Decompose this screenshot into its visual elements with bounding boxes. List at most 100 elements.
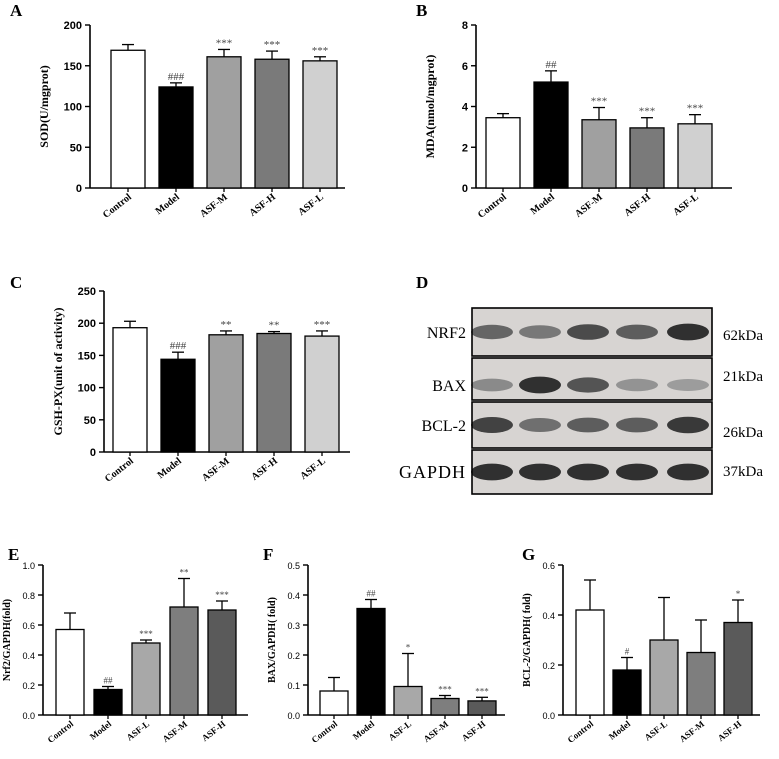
significance-label: ***	[139, 629, 153, 639]
bar-asf-l	[304, 335, 340, 453]
y-tick-label: 6	[462, 61, 468, 73]
panel-letter: G	[522, 545, 535, 564]
protein-label: GAPDH	[399, 462, 466, 482]
bar-asf-h	[254, 58, 290, 189]
y-axis-label: GSH-PX(unit of activity)	[51, 308, 65, 436]
y-tick-label: 0.0	[542, 711, 555, 721]
bar-asf-h	[629, 127, 665, 189]
y-tick-label: 0.4	[542, 611, 555, 621]
panel-letter: A	[10, 1, 23, 20]
x-tick-label: Control	[476, 192, 509, 221]
y-tick-label: 200	[78, 318, 96, 330]
significance-label: ##	[104, 676, 114, 686]
y-tick-label: 0.6	[542, 561, 555, 571]
y-axis-label: BAX/GAPDH( fold)	[267, 597, 278, 683]
x-tick-label: ASF-H	[249, 456, 280, 483]
y-tick-label: 0.0	[22, 711, 35, 721]
x-tick-label: Control	[310, 718, 340, 745]
x-tick-label: ASF-H	[622, 192, 653, 219]
y-tick-label: 4	[462, 102, 469, 114]
significance-label: ***	[639, 106, 656, 118]
significance-label: ###	[168, 71, 185, 83]
x-tick-label: ASF-H	[200, 719, 227, 744]
y-tick-label: 0.6	[22, 621, 35, 631]
chart-panel-e: E 0.0 0.2 0.4 0.6 0.8 1.0 Nrf2/GAPDH(fold) Contr…	[2, 545, 248, 745]
significance-label: ***	[314, 319, 331, 331]
panel-letter: C	[10, 273, 22, 292]
panel-letter: B	[416, 1, 427, 20]
x-tick-label: Model	[529, 192, 557, 218]
x-tick-label: ASF-H	[460, 719, 487, 744]
blot-row-nrf2: NRF2 62kDa	[427, 307, 763, 357]
y-tick-label: 150	[64, 61, 82, 73]
bar-asf-l	[131, 642, 161, 716]
bar-asf-h	[467, 700, 497, 716]
bar-asf-m	[208, 334, 244, 453]
bar-control	[319, 690, 349, 716]
significance-label: **	[269, 320, 280, 332]
blot-band	[471, 417, 513, 433]
significance-label: ##	[546, 59, 558, 71]
x-tick-label: Control	[566, 718, 596, 745]
blot-band	[567, 324, 609, 340]
bar-model	[158, 86, 194, 189]
x-tick-label: ASF-M	[422, 718, 451, 744]
protein-label: NRF2	[427, 325, 466, 342]
panel-letter: D	[416, 273, 428, 292]
y-tick-label: 0.4	[287, 591, 300, 601]
y-tick-label: 50	[70, 142, 82, 154]
bar-asf-m	[430, 697, 460, 716]
western-blot-panel: D NRF2 62kDa BAX 21kDa BCL-2 26kDa GAPDH 37kDa	[399, 273, 763, 495]
blot-frame	[471, 401, 713, 449]
y-tick-label: 100	[78, 383, 96, 395]
bar-control	[485, 117, 521, 189]
significance-label: ***	[312, 45, 329, 57]
blot-band	[567, 417, 609, 433]
x-tick-label: ASF-M	[161, 718, 190, 744]
kda-label: 21kDa	[723, 369, 763, 385]
chart-panel-b: B 0 2 4 6 8 MDA(nmol/mgprot) Control ## Model *** A…	[416, 1, 732, 221]
kda-label: 62kDa	[723, 328, 763, 344]
chart-panel-g: G 0.0 0.2 0.4 0.6 BCL-2/GAPDH( fold) Control # M…	[522, 545, 760, 745]
x-tick-label: ASF-M	[678, 718, 707, 744]
y-tick-label: 2	[462, 142, 468, 154]
blot-row-gapdh: GAPDH 37kDa	[399, 449, 763, 495]
bar-asf-l	[302, 60, 338, 189]
x-tick-label: Model	[351, 718, 377, 741]
bar-model	[533, 81, 569, 189]
significance-label: **	[180, 568, 190, 578]
x-tick-label: Control	[103, 456, 136, 485]
significance-label: ***	[438, 685, 452, 695]
significance-label: #	[625, 647, 630, 657]
significance-label: ***	[264, 39, 281, 51]
y-tick-label: 150	[78, 350, 96, 362]
bar-model	[612, 669, 642, 716]
x-tick-label: Control	[101, 192, 134, 221]
chart-panel-a: A 0 50 100 150 200 SOD(U/mgprot) Control ### Mode…	[10, 1, 345, 221]
y-tick-label: 100	[64, 102, 82, 114]
y-axis-label: BCL-2/GAPDH( fold)	[522, 593, 533, 687]
x-tick-label: Control	[46, 718, 76, 745]
bar-model	[160, 358, 196, 453]
blot-band	[471, 463, 513, 481]
chart-panel-c: C 0 50 100 150 200 250 GSH-PX(unit of activity)…	[10, 273, 350, 485]
y-axis-label: SOD(U/mgprot)	[37, 65, 51, 147]
bar-model	[93, 688, 123, 716]
blot-band	[519, 418, 561, 432]
kda-label: 26kDa	[723, 425, 763, 441]
x-tick-label: ASF-M	[573, 191, 605, 220]
chart-panel-f: F 0.0 0.1 0.2 0.3 0.4 0.5 BAX/GAPDH( fold) Contr…	[263, 545, 505, 745]
y-tick-label: 0.5	[287, 561, 300, 571]
bar-asf-l	[677, 123, 713, 189]
bar-asf-h	[723, 621, 753, 716]
x-tick-label: ASF-L	[387, 719, 414, 743]
x-tick-label: Model	[607, 718, 633, 741]
y-tick-label: 0.3	[287, 621, 300, 631]
bar-asf-l	[649, 639, 679, 716]
blot-band	[519, 325, 561, 339]
bar-asf-l	[393, 685, 423, 716]
y-tick-label: 0	[90, 447, 96, 459]
y-tick-label: 0.2	[287, 651, 300, 661]
y-tick-label: 250	[78, 286, 96, 298]
significance-label: ***	[687, 103, 704, 115]
